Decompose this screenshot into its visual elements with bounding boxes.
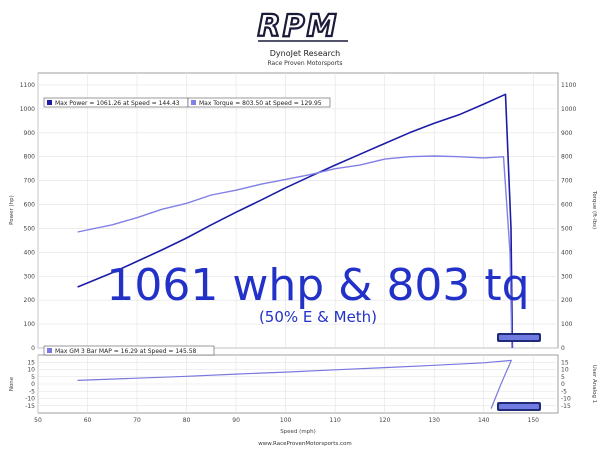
none-tick-label: 15 xyxy=(27,359,35,366)
speed-axis-label: Speed (mph) xyxy=(280,429,316,435)
power-tick-label: 500 xyxy=(24,225,36,232)
torque-tick-label: 100 xyxy=(561,321,573,328)
map-ticks: 50 60 70 80 90 100 110 120 130 140 150-15 -15-10 -10… xyxy=(25,359,571,424)
torque-axis-label: Torque (ft-lbs) xyxy=(591,190,597,229)
series-line-map xyxy=(77,359,512,409)
speed-tick-label: 150 xyxy=(528,417,540,424)
speed-tick-label: 100 xyxy=(280,417,292,424)
power-tick-label: 600 xyxy=(24,202,36,209)
power-tick-label: 300 xyxy=(24,273,36,280)
speed-tick-label: 80 xyxy=(183,417,191,424)
rpm-logo: RPM xyxy=(256,8,348,45)
legend-swatch-torque xyxy=(191,100,196,105)
none-tick-label: 0 xyxy=(31,381,35,388)
power-tick-label: 400 xyxy=(24,249,36,256)
torque-tick-label: 300 xyxy=(561,273,573,280)
user-analog-tick-label: -10 xyxy=(561,396,571,403)
legend-swatch-map xyxy=(47,348,52,353)
map-grid xyxy=(37,355,558,413)
legend-swatch-power xyxy=(47,100,52,105)
legend-item-power: Max Power = 1061.26 at Speed = 144.43 xyxy=(55,100,180,107)
power-tick-label: 0 xyxy=(31,345,35,352)
power-tick-label: 800 xyxy=(24,154,36,161)
speed-tick-label: 130 xyxy=(428,417,440,424)
torque-tick-label: 400 xyxy=(561,249,573,256)
main-ticks: 0 0 100 100 200 200 300 300 400 400 500 500 600 600 70… xyxy=(20,82,577,352)
legend-item-map: Max GM 3 Bar MAP = 16.29 at Speed = 145.… xyxy=(55,348,197,355)
speed-tick-label: 140 xyxy=(478,417,490,424)
power-tick-label: 700 xyxy=(24,178,36,185)
speed-tick-label: 110 xyxy=(329,417,341,424)
svg-text:RPM: RPM xyxy=(258,9,339,44)
user-analog-tick-label: 10 xyxy=(561,367,569,374)
none-tick-label: -15 xyxy=(25,403,35,410)
dynojet-watermark-logo xyxy=(497,333,541,342)
power-axis-label: Power (hp) xyxy=(9,195,15,225)
chart-title: DynoJet Research xyxy=(270,49,341,58)
speed-tick-label: 90 xyxy=(232,417,240,424)
user-analog-axis-label: User Analog 1 xyxy=(591,365,597,404)
none-tick-label: 10 xyxy=(27,367,35,374)
torque-tick-label: 800 xyxy=(561,154,573,161)
map-series xyxy=(77,359,512,409)
torque-tick-label: 700 xyxy=(561,178,573,185)
speed-tick-label: 60 xyxy=(84,417,92,424)
torque-tick-label: 1000 xyxy=(561,106,576,113)
speed-tick-label: 120 xyxy=(379,417,391,424)
user-analog-tick-label: 0 xyxy=(561,381,565,388)
torque-tick-label: 500 xyxy=(561,225,573,232)
torque-tick-label: 200 xyxy=(561,297,573,304)
speed-tick-label: 50 xyxy=(34,417,42,424)
power-tick-label: 200 xyxy=(24,297,36,304)
speed-tick-label: 70 xyxy=(133,417,141,424)
headline-annotation: 1061 whp & 803 tq xyxy=(106,260,529,311)
torque-tick-label: 900 xyxy=(561,130,573,137)
fuel-note-annotation: (50% E & Meth) xyxy=(259,308,377,326)
power-tick-label: 1000 xyxy=(20,106,35,113)
torque-tick-label: 600 xyxy=(561,202,573,209)
power-tick-label: 900 xyxy=(24,130,36,137)
torque-tick-label: 0 xyxy=(561,345,565,352)
legend-item-torque: Max Torque = 803.50 at Speed = 129.95 xyxy=(199,100,322,107)
none-tick-label: -5 xyxy=(29,388,35,395)
series-line-power xyxy=(77,93,514,349)
map-legend: Max GM 3 Bar MAP = 16.29 at Speed = 145.… xyxy=(43,345,215,356)
chart-subtitle: Race Proven Motorsports xyxy=(268,60,343,67)
power-tick-label: 1100 xyxy=(20,82,35,89)
none-tick-label: 5 xyxy=(31,374,35,381)
user-analog-tick-label: -5 xyxy=(561,388,567,395)
user-analog-tick-label: 15 xyxy=(561,359,569,366)
none-tick-label: -10 xyxy=(25,396,35,403)
user-analog-tick-label: 5 xyxy=(561,374,565,381)
power-tick-label: 100 xyxy=(24,321,36,328)
dynojet-watermark-logo-small xyxy=(497,402,541,411)
none-axis-label: None xyxy=(9,376,15,391)
series-line-torque xyxy=(77,155,513,349)
main-series xyxy=(77,93,514,349)
main-legend: Max Power = 1061.26 at Speed = 144.43 Ma… xyxy=(43,97,331,108)
torque-tick-label: 1100 xyxy=(561,82,576,89)
footer-url: www.RaceProvenMotorsports.com xyxy=(258,441,351,447)
user-analog-tick-label: -15 xyxy=(561,403,571,410)
